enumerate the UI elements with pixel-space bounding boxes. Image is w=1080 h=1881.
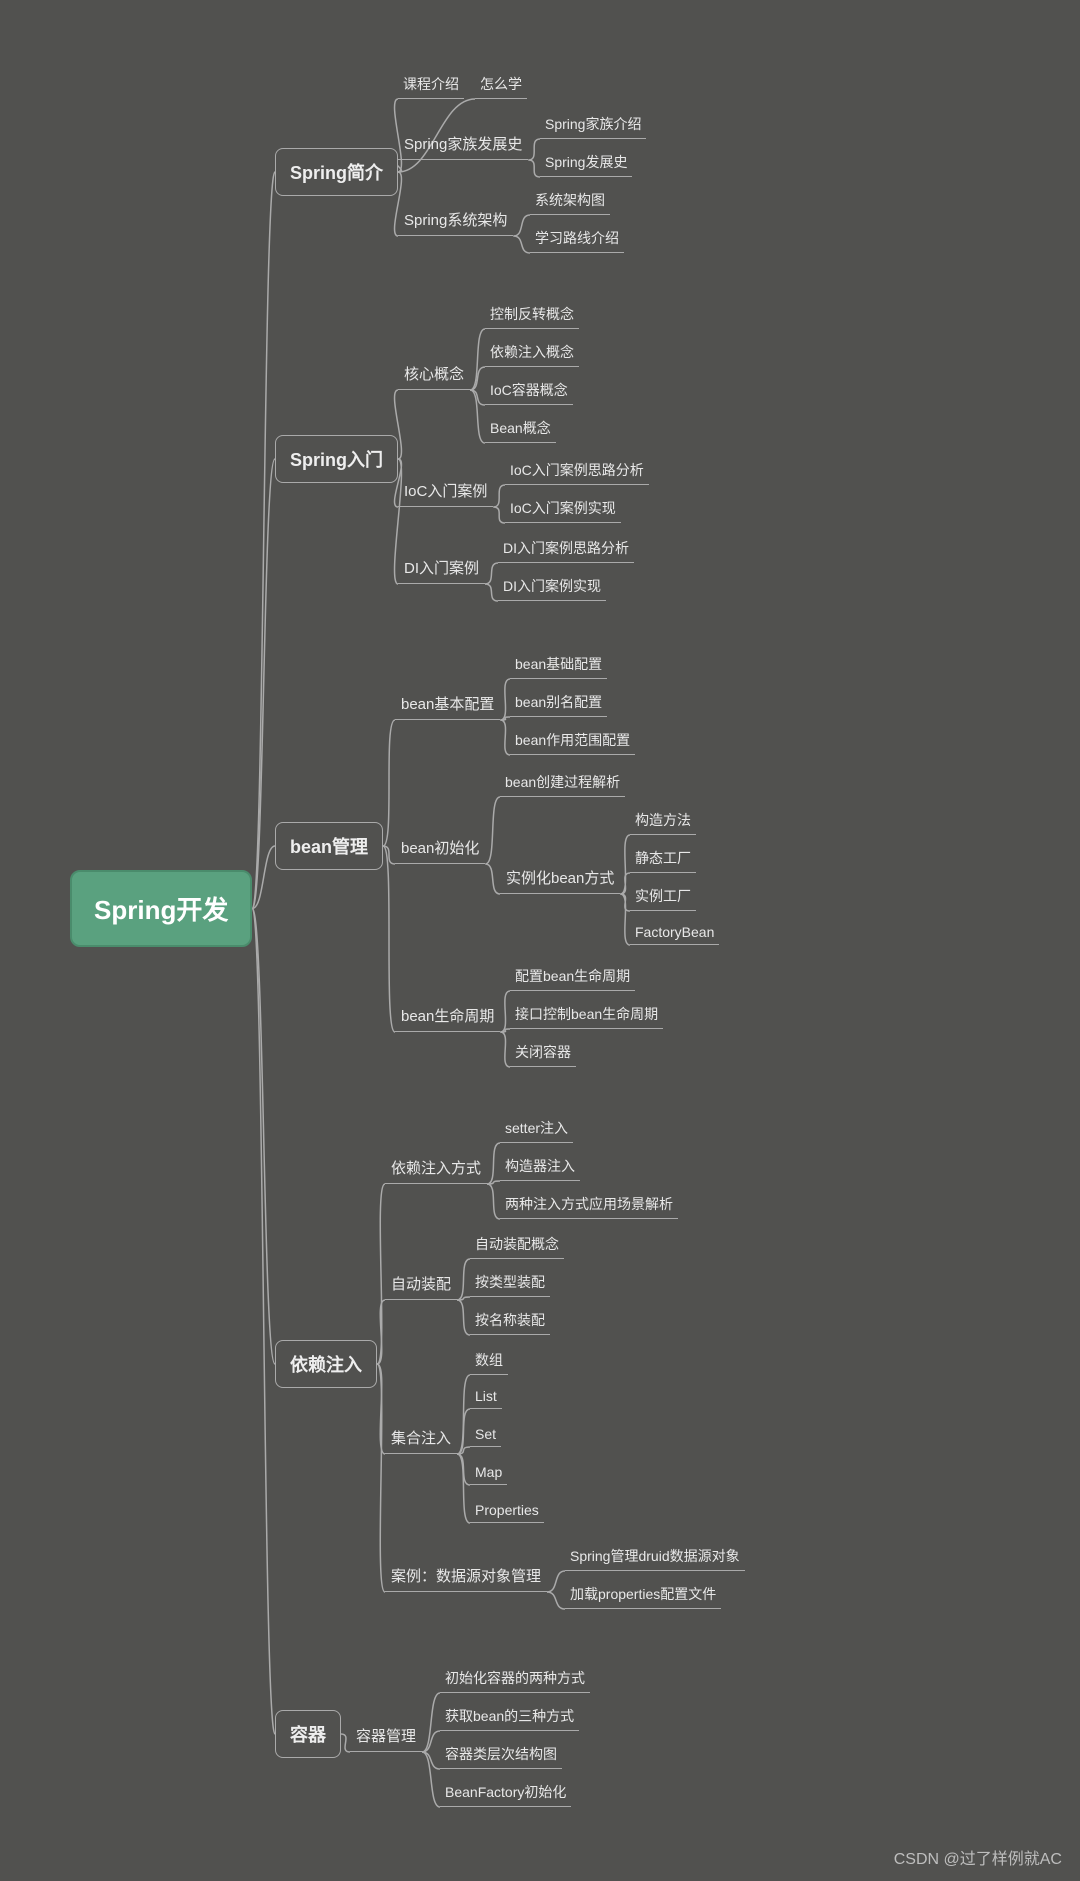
leaf-node[interactable]: 两种注入方式应用场景解析: [500, 1190, 678, 1219]
leaf-node[interactable]: 容器类层次结构图: [440, 1740, 562, 1769]
leaf-node[interactable]: Spring发展史: [540, 148, 632, 177]
branch-node[interactable]: Spring入门: [275, 435, 398, 483]
leaf-node[interactable]: 构造方法: [630, 806, 696, 835]
mid-node[interactable]: 实例化bean方式: [500, 862, 620, 894]
leaf-node[interactable]: DI入门案例思路分析: [498, 534, 634, 563]
leaf-node[interactable]: IoC入门案例思路分析: [505, 456, 649, 485]
leaf-node[interactable]: 接口控制bean生命周期: [510, 1000, 663, 1029]
branch-node[interactable]: Spring简介: [275, 148, 398, 196]
root-node[interactable]: Spring开发: [70, 870, 252, 947]
branch-node[interactable]: 容器: [275, 1710, 341, 1758]
leaf-node[interactable]: Spring管理druid数据源对象: [565, 1542, 745, 1571]
mindmap-canvas: CSDN @过了样例就AC Spring开发 Spring简介 课程介绍怎么学 Spr…: [0, 0, 1080, 1881]
leaf-node[interactable]: 自动装配概念: [470, 1230, 564, 1259]
leaf-node[interactable]: bean作用范围配置: [510, 726, 635, 755]
leaf-node[interactable]: 关闭容器: [510, 1038, 576, 1067]
leaf-node[interactable]: List: [470, 1384, 502, 1409]
leaf-node[interactable]: 构造器注入: [500, 1152, 580, 1181]
leaf-node[interactable]: 按名称装配: [470, 1306, 550, 1335]
leaf-node[interactable]: 控制反转概念: [485, 300, 579, 329]
leaf-node[interactable]: Set: [470, 1422, 501, 1447]
leaf-node[interactable]: 加载properties配置文件: [565, 1580, 721, 1609]
leaf-node[interactable]: setter注入: [500, 1114, 573, 1143]
leaf-node[interactable]: 系统架构图: [530, 186, 610, 215]
leaf-node[interactable]: 配置bean生命周期: [510, 962, 635, 991]
mid-node[interactable]: bean生命周期: [395, 1000, 500, 1032]
leaf-node[interactable]: 实例工厂: [630, 882, 696, 911]
leaf-node[interactable]: Map: [470, 1460, 507, 1485]
mid-node[interactable]: 依赖注入方式: [385, 1152, 487, 1184]
leaf-node[interactable]: 怎么学: [475, 70, 527, 99]
mid-node[interactable]: 案例：数据源对象管理: [385, 1560, 547, 1592]
leaf-node[interactable]: IoC容器概念: [485, 376, 573, 405]
leaf-node[interactable]: IoC入门案例实现: [505, 494, 621, 523]
leaf-node[interactable]: Bean概念: [485, 414, 556, 443]
leaf-node[interactable]: Spring家族介绍: [540, 110, 646, 139]
mid-node[interactable]: 集合注入: [385, 1422, 457, 1454]
leaf-node[interactable]: DI入门案例实现: [498, 572, 606, 601]
branch-node[interactable]: bean管理: [275, 822, 383, 870]
leaf-node[interactable]: bean别名配置: [510, 688, 607, 717]
leaf-node[interactable]: 数组: [470, 1346, 508, 1375]
mid-node[interactable]: DI入门案例: [398, 552, 485, 584]
leaf-node[interactable]: Properties: [470, 1498, 544, 1523]
leaf-node[interactable]: 按类型装配: [470, 1268, 550, 1297]
mid-node[interactable]: 容器管理: [350, 1720, 422, 1752]
leaf-node[interactable]: 获取bean的三种方式: [440, 1702, 579, 1731]
mid-node[interactable]: Spring系统架构: [398, 204, 513, 236]
watermark-text: CSDN @过了样例就AC: [894, 1845, 1062, 1869]
leaf-node[interactable]: 初始化容器的两种方式: [440, 1664, 590, 1693]
leaf-node[interactable]: 课程介绍: [398, 70, 464, 99]
mid-node[interactable]: IoC入门案例: [398, 475, 493, 507]
mid-node[interactable]: Spring家族发展史: [398, 128, 528, 160]
mid-node[interactable]: 自动装配: [385, 1268, 457, 1300]
leaf-node[interactable]: 静态工厂: [630, 844, 696, 873]
leaf-node[interactable]: FactoryBean: [630, 920, 719, 945]
leaf-node[interactable]: 学习路线介绍: [530, 224, 624, 253]
leaf-node[interactable]: bean创建过程解析: [500, 768, 625, 797]
mid-node[interactable]: bean初始化: [395, 832, 485, 864]
mid-node[interactable]: bean基本配置: [395, 688, 500, 720]
leaf-node[interactable]: BeanFactory初始化: [440, 1778, 571, 1807]
branch-node[interactable]: 依赖注入: [275, 1340, 377, 1388]
leaf-node[interactable]: 依赖注入概念: [485, 338, 579, 367]
mid-node[interactable]: 核心概念: [398, 358, 470, 390]
leaf-node[interactable]: bean基础配置: [510, 650, 607, 679]
